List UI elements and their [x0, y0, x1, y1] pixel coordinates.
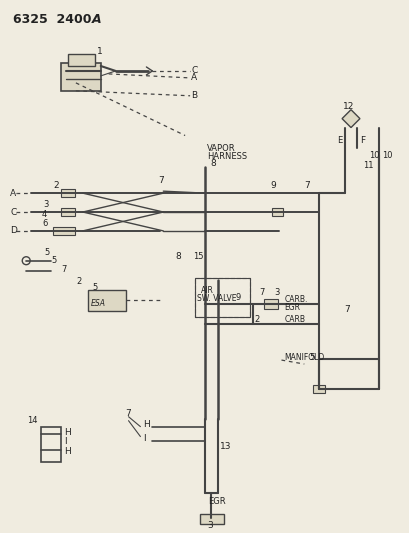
Text: 5: 5 — [51, 256, 56, 265]
Text: 8: 8 — [175, 252, 180, 261]
Text: H: H — [64, 428, 70, 437]
Text: EGR: EGR — [284, 303, 300, 312]
Text: 9: 9 — [235, 293, 240, 302]
Text: 7: 7 — [125, 409, 131, 418]
Text: 12: 12 — [342, 102, 353, 111]
Text: 1: 1 — [97, 46, 102, 55]
Bar — [312, 385, 324, 393]
Text: CARB: CARB — [284, 315, 305, 324]
Polygon shape — [341, 110, 359, 127]
Text: 7: 7 — [343, 305, 349, 314]
Bar — [61, 208, 75, 216]
Text: 5: 5 — [44, 248, 49, 257]
Bar — [88, 289, 125, 311]
Text: 5: 5 — [92, 283, 98, 292]
Bar — [200, 514, 223, 524]
Text: 2: 2 — [254, 315, 259, 324]
Text: 3: 3 — [274, 288, 279, 297]
Bar — [263, 300, 277, 309]
Text: I: I — [143, 434, 146, 443]
Text: 9: 9 — [270, 181, 276, 190]
Text: 7: 7 — [259, 288, 264, 297]
Text: 7: 7 — [303, 181, 309, 190]
Text: 2: 2 — [53, 181, 58, 190]
Text: ESA: ESA — [90, 299, 106, 308]
Text: 11: 11 — [362, 161, 373, 170]
Text: B: B — [191, 91, 197, 100]
Text: AIR: AIR — [200, 286, 213, 295]
Text: A: A — [10, 189, 16, 198]
Text: 10: 10 — [368, 151, 378, 160]
Text: 2: 2 — [76, 277, 82, 286]
Text: 10: 10 — [381, 151, 391, 160]
Text: VAPOR: VAPOR — [207, 144, 235, 153]
Text: CARB.: CARB. — [284, 295, 307, 304]
Text: A: A — [92, 13, 101, 26]
Bar — [61, 189, 75, 197]
Bar — [68, 54, 94, 66]
Bar — [271, 208, 283, 216]
Bar — [195, 278, 249, 317]
Bar — [195, 278, 249, 317]
Text: 4: 4 — [42, 209, 47, 219]
Text: HARNESS: HARNESS — [207, 152, 247, 161]
Text: C: C — [10, 207, 16, 216]
Text: I: I — [64, 437, 66, 446]
Text: 14: 14 — [27, 416, 38, 425]
Text: D: D — [10, 227, 17, 236]
Text: 8: 8 — [209, 159, 215, 168]
Text: 6: 6 — [42, 220, 47, 229]
Text: 3: 3 — [207, 521, 212, 530]
Bar — [61, 63, 101, 91]
Text: 5: 5 — [308, 353, 314, 361]
Text: 7: 7 — [158, 176, 164, 185]
Text: E: E — [336, 136, 342, 145]
Text: EGR: EGR — [207, 497, 225, 506]
Bar — [41, 426, 61, 463]
Text: 15: 15 — [193, 252, 203, 261]
Text: F: F — [359, 136, 364, 145]
Text: 13: 13 — [219, 442, 231, 451]
Text: MANIFOLD: MANIFOLD — [284, 353, 324, 361]
Bar — [53, 227, 75, 235]
Text: H: H — [143, 420, 150, 429]
Text: 7: 7 — [61, 265, 66, 274]
Text: A: A — [191, 74, 197, 83]
Text: C: C — [191, 67, 197, 76]
Text: SW. VALVE: SW. VALVE — [197, 294, 236, 303]
Text: 3: 3 — [43, 199, 48, 208]
Text: 6325  2400: 6325 2400 — [13, 13, 92, 26]
Text: H: H — [64, 447, 70, 456]
Text: —: — — [10, 190, 17, 196]
